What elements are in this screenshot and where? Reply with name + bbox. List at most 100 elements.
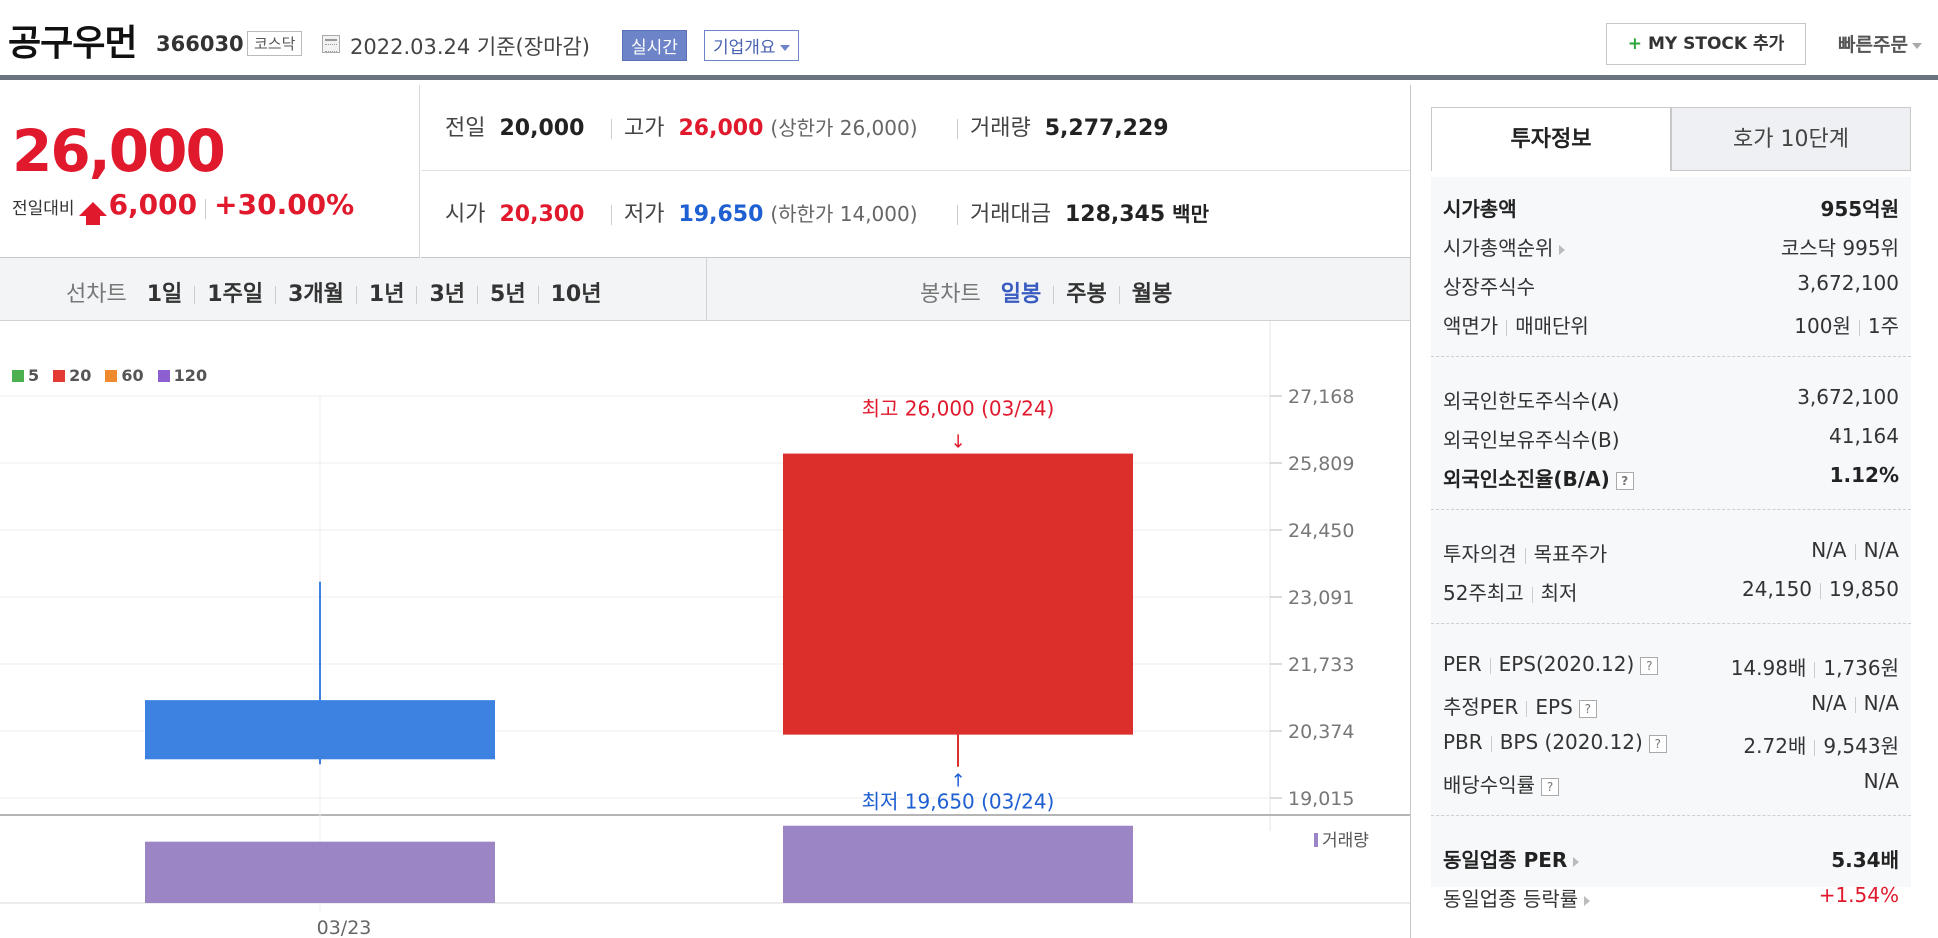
company-overview-button[interactable]: 기업개요 [704, 30, 799, 61]
info-key: 외국인보유주식수(B) [1443, 424, 1620, 453]
info-row: 상장주식수 3,672,100 [1443, 265, 1899, 303]
info-key[interactable]: 시가총액순위 [1443, 232, 1566, 261]
info-key-label: 시가총액 [1443, 197, 1517, 221]
help-icon[interactable]: ? [1578, 699, 1597, 718]
summary-row: 시가 20,300 저가 19,650 (하한가 14,000) 거래대금 128,3… [421, 171, 1410, 257]
period-item[interactable]: 1년 [368, 282, 405, 307]
prev-close: 전일 20,000 [445, 110, 584, 142]
divider [1858, 319, 1860, 336]
help-icon[interactable]: ? [1640, 656, 1659, 675]
info-value-text: 41,164 [1829, 424, 1899, 448]
info-group: 동일업종 PER 5.34배 동일업종 등락률 +1.54% [1431, 828, 1911, 930]
period-item[interactable]: 10년 [550, 282, 602, 307]
high-annotation: 최고 26,000 (03/24) [862, 397, 1055, 421]
info-key: 추정PER EPS? [1443, 691, 1597, 720]
info-key: 상장주식수 [1443, 271, 1535, 300]
info-row: 액면가 매매단위 100원 1주 [1443, 304, 1899, 342]
legend-swatch [105, 369, 118, 382]
legend-swatch [157, 369, 170, 382]
period-item[interactable]: 1일 [146, 282, 183, 307]
legend-label: 20 [69, 366, 92, 385]
divider [957, 119, 958, 139]
info-key-label: 액면가 [1443, 314, 1499, 338]
tab-order-book[interactable]: 호가 10단계 [1671, 107, 1911, 171]
low-value: 19,650 [678, 202, 764, 227]
divider [275, 286, 277, 304]
y-tick-label: 21,733 [1288, 654, 1354, 676]
divider [1814, 661, 1816, 678]
legend-item: 20 [53, 366, 91, 385]
info-value: 41,164 [1829, 424, 1899, 448]
stock-code: 366030 [156, 32, 244, 56]
change-row: 전일대비 6,000 +30.00% [12, 188, 354, 225]
info-row: 외국인소진율(B/A)? 1.12% [1443, 457, 1899, 495]
divider [611, 119, 612, 139]
candlestick-chart: 27,168 25,809 24,450 23,091 21,733 20,374 19,0… [0, 321, 1410, 938]
info-key[interactable]: 동일업종 PER [1443, 844, 1580, 873]
y-tick-label: 25,809 [1288, 453, 1354, 475]
info-key-label: 매매단위 [1515, 314, 1589, 338]
info-value-text: 100원 [1794, 314, 1851, 338]
info-key-label: 목표주가 [1533, 542, 1608, 566]
candle-chart-periods: 봉차트 일봉 주봉 월봉 [920, 276, 1172, 308]
stock-header: 공구우먼 366030 코스닥 2022.03.24 기준(장마감) 실시간 기… [0, 0, 1938, 80]
candle-period-item[interactable]: 월봉 [1131, 282, 1173, 307]
info-key[interactable]: 동일업종 등락률 [1443, 883, 1591, 912]
quick-order-button[interactable]: 빠른주문 [1838, 30, 1922, 57]
info-key-label: 외국인소진율(B/A) [1443, 467, 1610, 491]
lower-limit: (하한가 14,000) [770, 202, 918, 226]
info-key: 외국인소진율(B/A)? [1443, 463, 1634, 492]
candle-period-item[interactable]: 주봉 [1066, 282, 1107, 307]
info-group: 시가총액 955억원 시가총액순위 코스닥 995위 상장주식수 3,672,100 액면가… [1431, 177, 1911, 357]
candle-chart-label: 봉차트 [920, 282, 981, 307]
down-arrow-icon: ↓ [950, 432, 965, 453]
info-value: N/A N/A [1811, 691, 1899, 715]
volume-value: 5,277,229 [1044, 116, 1169, 141]
info-key: 52주최고 최저 [1443, 577, 1577, 606]
legend-item: 120 [157, 366, 207, 385]
trade-value-amount: 128,345 [1064, 202, 1166, 227]
divider [1053, 286, 1055, 304]
info-value: 100원 1주 [1794, 310, 1899, 339]
info-value: 14.98배 1,736원 [1731, 652, 1899, 681]
info-value: 5.34배 [1831, 844, 1899, 873]
add-mystock-label: MY STOCK 추가 [1647, 34, 1785, 54]
help-icon[interactable]: ? [1648, 734, 1667, 753]
chevron-down-icon [779, 45, 790, 51]
period-item[interactable]: 3년 [429, 282, 466, 307]
price-chart: 5 20 60 120 27,168 25,809 24,450 23,091 21,733 2… [0, 321, 1410, 938]
divider [416, 286, 418, 304]
info-key-label: 외국인한도주식수(A) [1443, 389, 1620, 413]
info-row: 시가총액순위 코스닥 995위 [1443, 226, 1899, 264]
open-price: 시가 20,300 [445, 196, 584, 228]
info-key-label: 최저 [1540, 581, 1578, 605]
info-value-text: N/A [1863, 538, 1899, 562]
info-value-text: N/A [1863, 691, 1899, 715]
info-value: N/A [1864, 769, 1899, 793]
info-key-label: 외국인보유주식수(B) [1443, 428, 1620, 452]
info-key-label: PBR [1443, 730, 1483, 754]
current-price-box: 26,000 전일대비 6,000 +30.00% [0, 85, 420, 258]
tab-investment-info[interactable]: 투자정보 [1431, 107, 1671, 171]
volume-label: 거래량 [970, 116, 1031, 141]
info-sidebar: 투자정보 호가 10단계 시가총액 955억원 시가총액순위 코스닥 995위 상장주식… [1410, 85, 1938, 938]
info-value-text: 1.12% [1829, 463, 1899, 487]
add-mystock-button[interactable]: + MY STOCK 추가 [1606, 23, 1806, 65]
candle-period-item[interactable]: 일봉 [1000, 282, 1042, 307]
period-item[interactable]: 5년 [490, 282, 526, 307]
plus-icon: + [1627, 34, 1642, 54]
help-icon[interactable]: ? [1541, 777, 1559, 796]
info-row: PBR BPS (2020.12)? 2.72배 9,543원 [1443, 724, 1899, 762]
help-icon[interactable]: ? [1615, 471, 1634, 490]
low-label: 저가 [624, 202, 665, 227]
period-item[interactable]: 1주일 [207, 282, 264, 307]
info-row: 시가총액 955억원 [1443, 187, 1899, 225]
info-value-text: N/A [1863, 769, 1899, 793]
info-value-text: 1,736원 [1823, 656, 1899, 680]
divider [1854, 543, 1856, 560]
info-row: 추정PER EPS? N/A N/A [1443, 685, 1899, 723]
info-key-label: 52주최고 [1443, 581, 1524, 605]
realtime-button[interactable]: 실시간 [622, 30, 687, 61]
period-item[interactable]: 3개월 [288, 282, 344, 307]
info-value: 3,672,100 [1797, 385, 1899, 409]
